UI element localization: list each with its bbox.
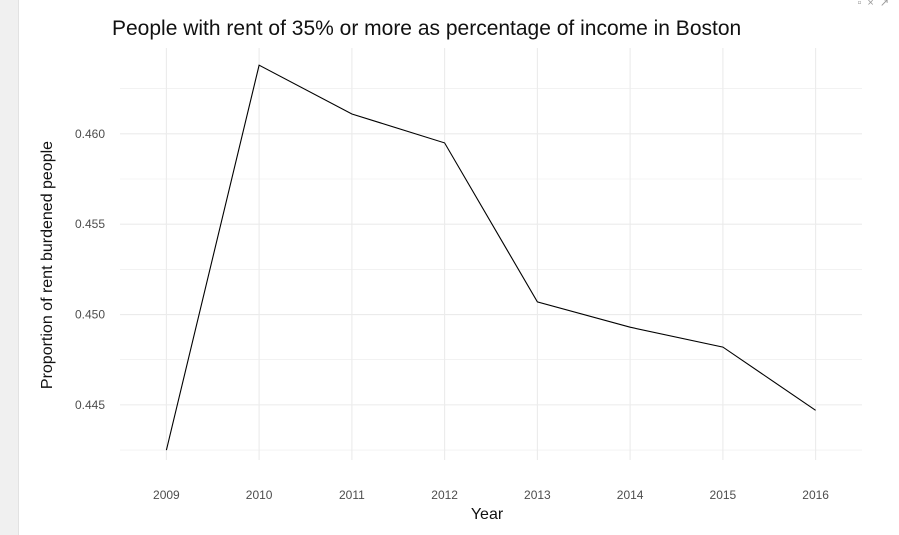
x-tick-label: 2014 — [617, 488, 644, 502]
minimize-icon[interactable]: ▫ — [857, 0, 868, 9]
left-panel-edge — [0, 0, 19, 535]
y-tick-label: 0.445 — [75, 398, 105, 412]
x-tick-label: 2011 — [339, 488, 365, 502]
x-tick-label: 2009 — [153, 488, 180, 502]
y-tick-label: 0.450 — [75, 308, 105, 322]
y-tick-labels: 0.445 0.450 0.455 0.460 — [75, 127, 105, 412]
window-controls[interactable]: ▫×↗ — [857, 0, 895, 9]
series-layer — [165, 64, 816, 451]
x-axis-title: Year — [470, 506, 504, 523]
x-tick-label: 2010 — [246, 488, 273, 502]
x-tick-label: 2012 — [431, 488, 458, 502]
x-tick-label: 2013 — [524, 488, 551, 502]
expand-icon[interactable]: ↗ — [879, 0, 895, 9]
y-tick-label: 0.455 — [75, 217, 105, 231]
chart-title: People with rent of 35% or more as perce… — [112, 17, 742, 40]
grid-minor — [120, 88, 862, 451]
x-tick-labels: 2009 2010 2011 2012 2013 2014 2015 2016 — [153, 488, 829, 502]
close-icon[interactable]: × — [867, 0, 880, 9]
series-line — [165, 64, 816, 451]
grid-major — [120, 48, 862, 460]
x-tick-label: 2016 — [802, 488, 829, 502]
x-tick-label: 2015 — [710, 488, 737, 502]
y-tick-label: 0.460 — [75, 127, 105, 141]
